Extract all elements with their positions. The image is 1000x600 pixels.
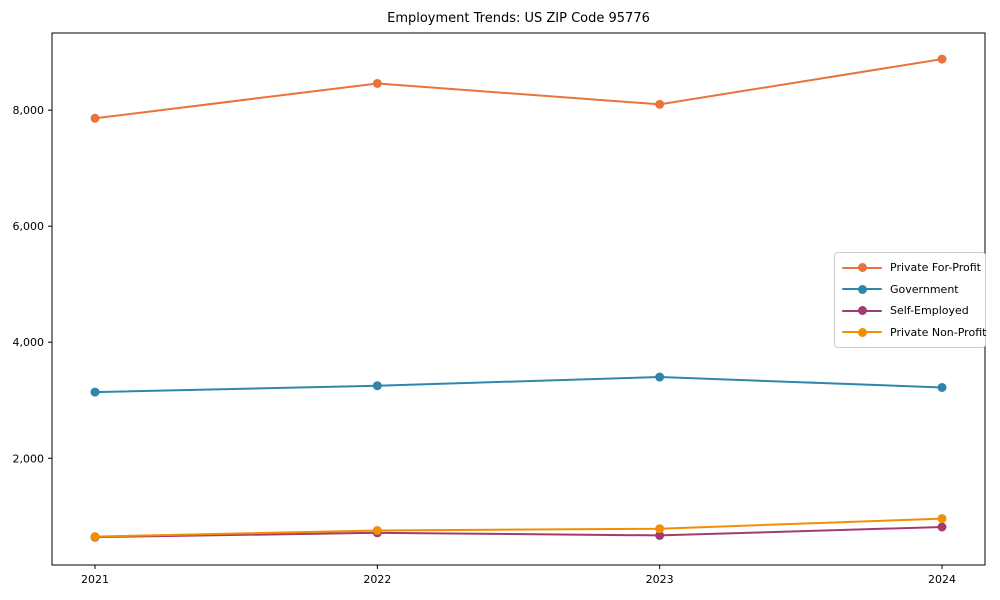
series-line-government — [94, 376, 943, 394]
legend-item-private-non-profit: Private Non-Profit — [842, 322, 986, 344]
legend-item-self-employed: Self-Employed — [842, 300, 978, 322]
chart-legend: Private For-Profit Government Self-Employe… — [834, 252, 986, 348]
data-point-government-2023 — [655, 372, 665, 382]
data-point-government-2024 — [937, 382, 947, 392]
data-point-government-2021 — [90, 387, 100, 397]
series-line-private-non-profit — [94, 517, 943, 538]
x-tick-label: 2022 — [363, 573, 391, 586]
data-point-private-for-profit-2024 — [937, 54, 947, 64]
y-tick-label: 6,000 — [13, 220, 45, 233]
legend-marker-government-icon — [842, 284, 882, 294]
data-point-private-non-profit-2024 — [937, 514, 947, 524]
legend-label-private-for-profit: Private For-Profit — [890, 261, 981, 275]
y-tick-label: 4,000 — [13, 336, 45, 349]
data-point-private-for-profit-2023 — [655, 99, 665, 109]
x-tick-label: 2024 — [928, 573, 956, 586]
data-point-private-for-profit-2022 — [372, 78, 382, 88]
legend-marker-private-non-profit-icon — [842, 327, 882, 337]
series-line-self-employed — [94, 526, 943, 539]
data-point-private-for-profit-2021 — [90, 113, 100, 123]
legend-marker-self-employed-icon — [842, 306, 882, 316]
chart-title: Employment Trends: US ZIP Code 95776 — [387, 11, 650, 26]
y-tick-label: 2,000 — [13, 452, 45, 465]
data-point-government-2022 — [372, 381, 382, 391]
x-tick-label: 2023 — [646, 573, 674, 586]
data-point-self-employed-2023 — [655, 530, 665, 540]
data-point-private-non-profit-2023 — [655, 524, 665, 534]
series-line-private-for-profit — [94, 58, 943, 120]
legend-marker-private-for-profit-icon — [842, 263, 882, 273]
data-point-self-employed-2024 — [937, 522, 947, 532]
data-point-private-non-profit-2022 — [372, 525, 382, 535]
legend-item-private-for-profit: Private For-Profit — [842, 257, 981, 279]
data-point-private-non-profit-2021 — [90, 532, 100, 542]
legend-label-private-non-profit: Private Non-Profit — [890, 325, 987, 339]
legend-item-government: Government — [842, 279, 978, 301]
y-tick-label: 8,000 — [13, 104, 45, 117]
legend-label-government: Government — [890, 282, 959, 296]
legend-label-self-employed: Self-Employed — [890, 304, 969, 318]
x-tick-label: 2021 — [81, 573, 109, 586]
